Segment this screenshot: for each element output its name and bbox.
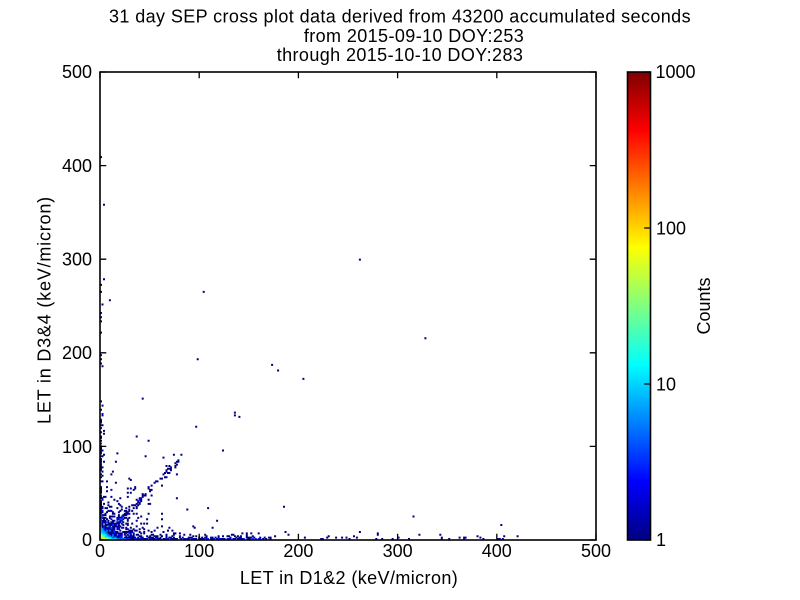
svg-text:200: 200: [283, 541, 313, 561]
svg-text:400: 400: [482, 541, 512, 561]
svg-text:31 day SEP cross plot data der: 31 day SEP cross plot data derived from …: [109, 7, 691, 27]
svg-text:1: 1: [656, 530, 666, 550]
svg-text:10: 10: [656, 375, 676, 395]
svg-text:0: 0: [95, 541, 105, 561]
svg-text:300: 300: [62, 250, 92, 270]
svg-text:1000: 1000: [656, 62, 696, 82]
svg-text:LET in D1&2 (keV/micron): LET in D1&2 (keV/micron): [240, 568, 458, 588]
svg-text:200: 200: [62, 343, 92, 363]
svg-text:300: 300: [383, 541, 413, 561]
svg-text:0: 0: [82, 530, 92, 550]
svg-text:100: 100: [656, 219, 686, 239]
svg-text:400: 400: [62, 156, 92, 176]
svg-text:500: 500: [581, 541, 611, 561]
svg-text:500: 500: [62, 62, 92, 82]
svg-text:100: 100: [62, 437, 92, 457]
svg-text:through 2015-10-10 DOY:283: through 2015-10-10 DOY:283: [277, 45, 524, 65]
svg-text:LET in D3&4 (keV/micron): LET in D3&4 (keV/micron): [35, 196, 55, 424]
svg-text:100: 100: [184, 541, 214, 561]
svg-text:from 2015-09-10 DOY:253: from 2015-09-10 DOY:253: [304, 26, 524, 46]
svg-text:Counts: Counts: [694, 277, 714, 334]
